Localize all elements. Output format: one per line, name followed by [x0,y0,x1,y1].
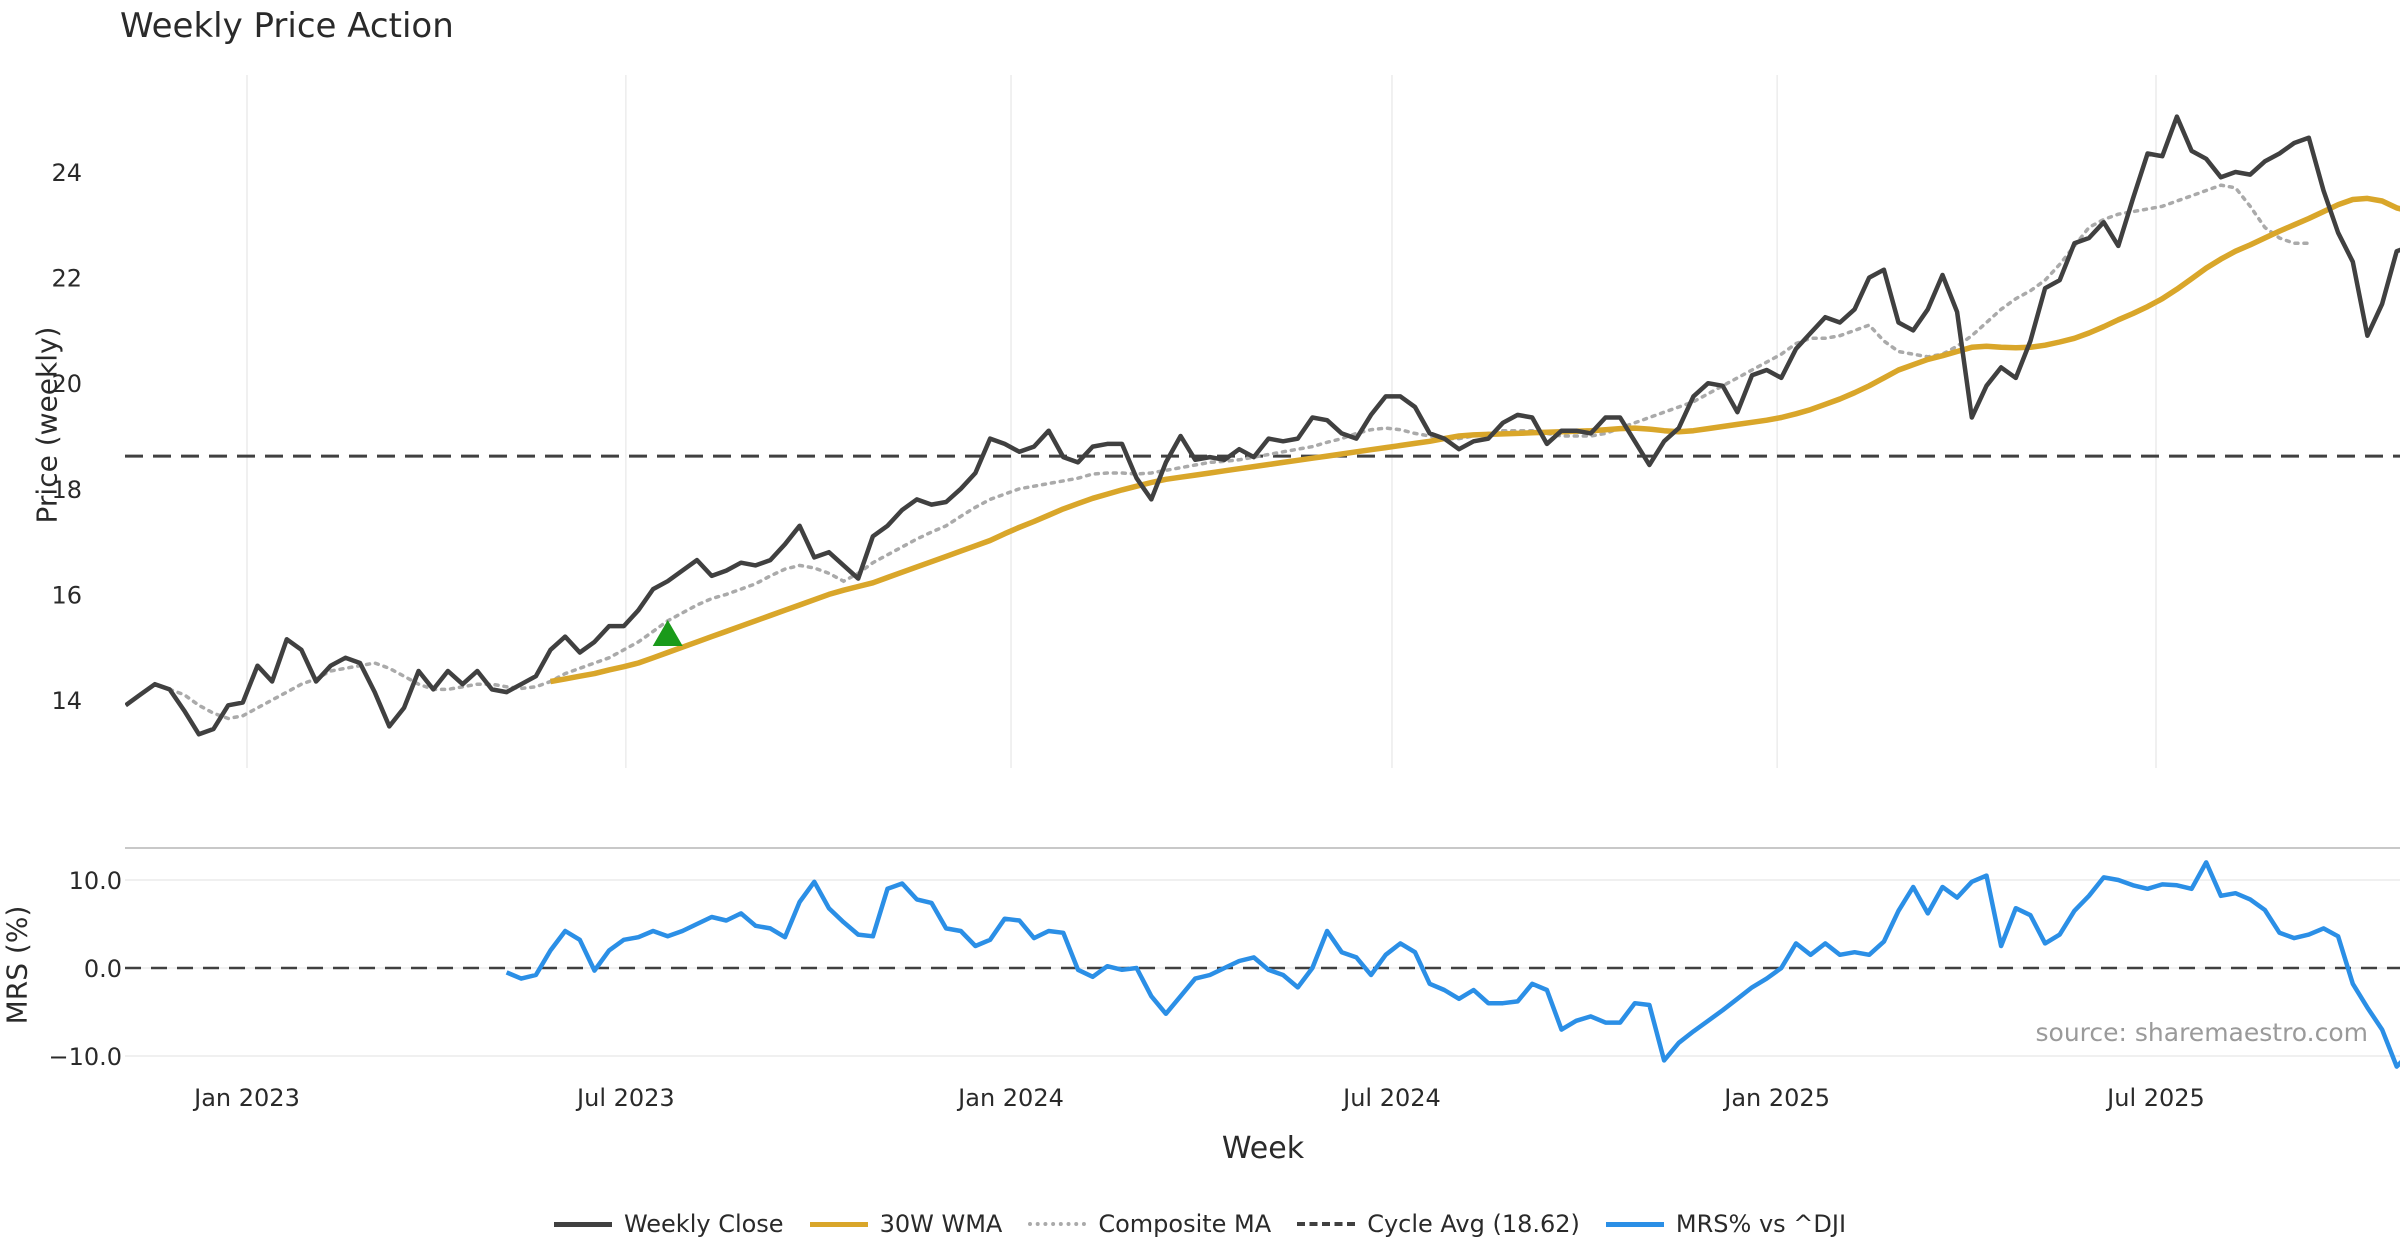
price-y-tick-label-5: 24 [51,159,82,187]
mrs-line [505,860,2400,1069]
legend-label-weekly-close: Weekly Close [623,1210,784,1238]
legend-swatch-mrs [1605,1221,1664,1227]
x-tick-label-3: Jul 2024 [1341,1084,1441,1112]
legend-item-composite-ma[interactable]: Composite MA [1028,1210,1271,1238]
source-annotation: source: sharemaestro.com [2035,1018,2369,1047]
mrs-y-tick-label-0: 10.0 [69,867,122,895]
x-axis-label: Week [1221,1131,1305,1166]
legend-swatch-cycle-avg [1297,1222,1356,1226]
x-tick-label-1: Jul 2023 [575,1084,675,1112]
buy-signal-marker [652,620,683,646]
price-plot-area [125,114,2400,737]
legend-swatch-30w-wma [809,1221,868,1227]
x-tick-label-2: Jan 2024 [956,1084,1064,1112]
wma-30w-line [550,195,2400,685]
weekly-close-line [125,114,2400,737]
price-y-tick-label-4: 22 [51,265,82,293]
price-y-tick-label-1: 16 [51,581,82,609]
legend-swatch-weekly-close [553,1221,612,1227]
x-tick-label-4: Jan 2025 [1722,1084,1830,1112]
legend-label-30w-wma: 30W WMA [879,1210,1003,1238]
composite-ma-line [167,183,2311,721]
legend: Weekly Close 30W WMA Composite MA Cycle … [0,1210,2400,1238]
legend-label-mrs: MRS% vs ^DJI [1675,1210,1847,1238]
mrs-plot-area [125,860,2400,1069]
mrs-y-tick-label-2: −10.0 [48,1043,122,1071]
legend-item-30w-wma[interactable]: 30W WMA [809,1210,1003,1238]
chart-title: Weekly Price Action [120,6,454,46]
legend-item-cycle-avg[interactable]: Cycle Avg (18.62) [1297,1210,1580,1238]
legend-label-composite-ma: Composite MA [1098,1210,1272,1238]
legend-item-mrs[interactable]: MRS% vs ^DJI [1605,1210,1847,1238]
mrs-y-tick-label-1: 0.0 [84,955,122,983]
price-y-tick-label-0: 14 [51,687,82,715]
x-tick-label-5: Jul 2025 [2105,1084,2205,1112]
legend-item-weekly-close[interactable]: Weekly Close [553,1210,784,1238]
price-y-tick-label-2: 18 [51,476,82,504]
legend-label-cycle-avg: Cycle Avg (18.62) [1367,1210,1580,1238]
price-y-tick-label-3: 20 [51,370,82,398]
x-tick-label-0: Jan 2023 [192,1084,300,1112]
legend-swatch-composite-ma [1028,1222,1087,1226]
